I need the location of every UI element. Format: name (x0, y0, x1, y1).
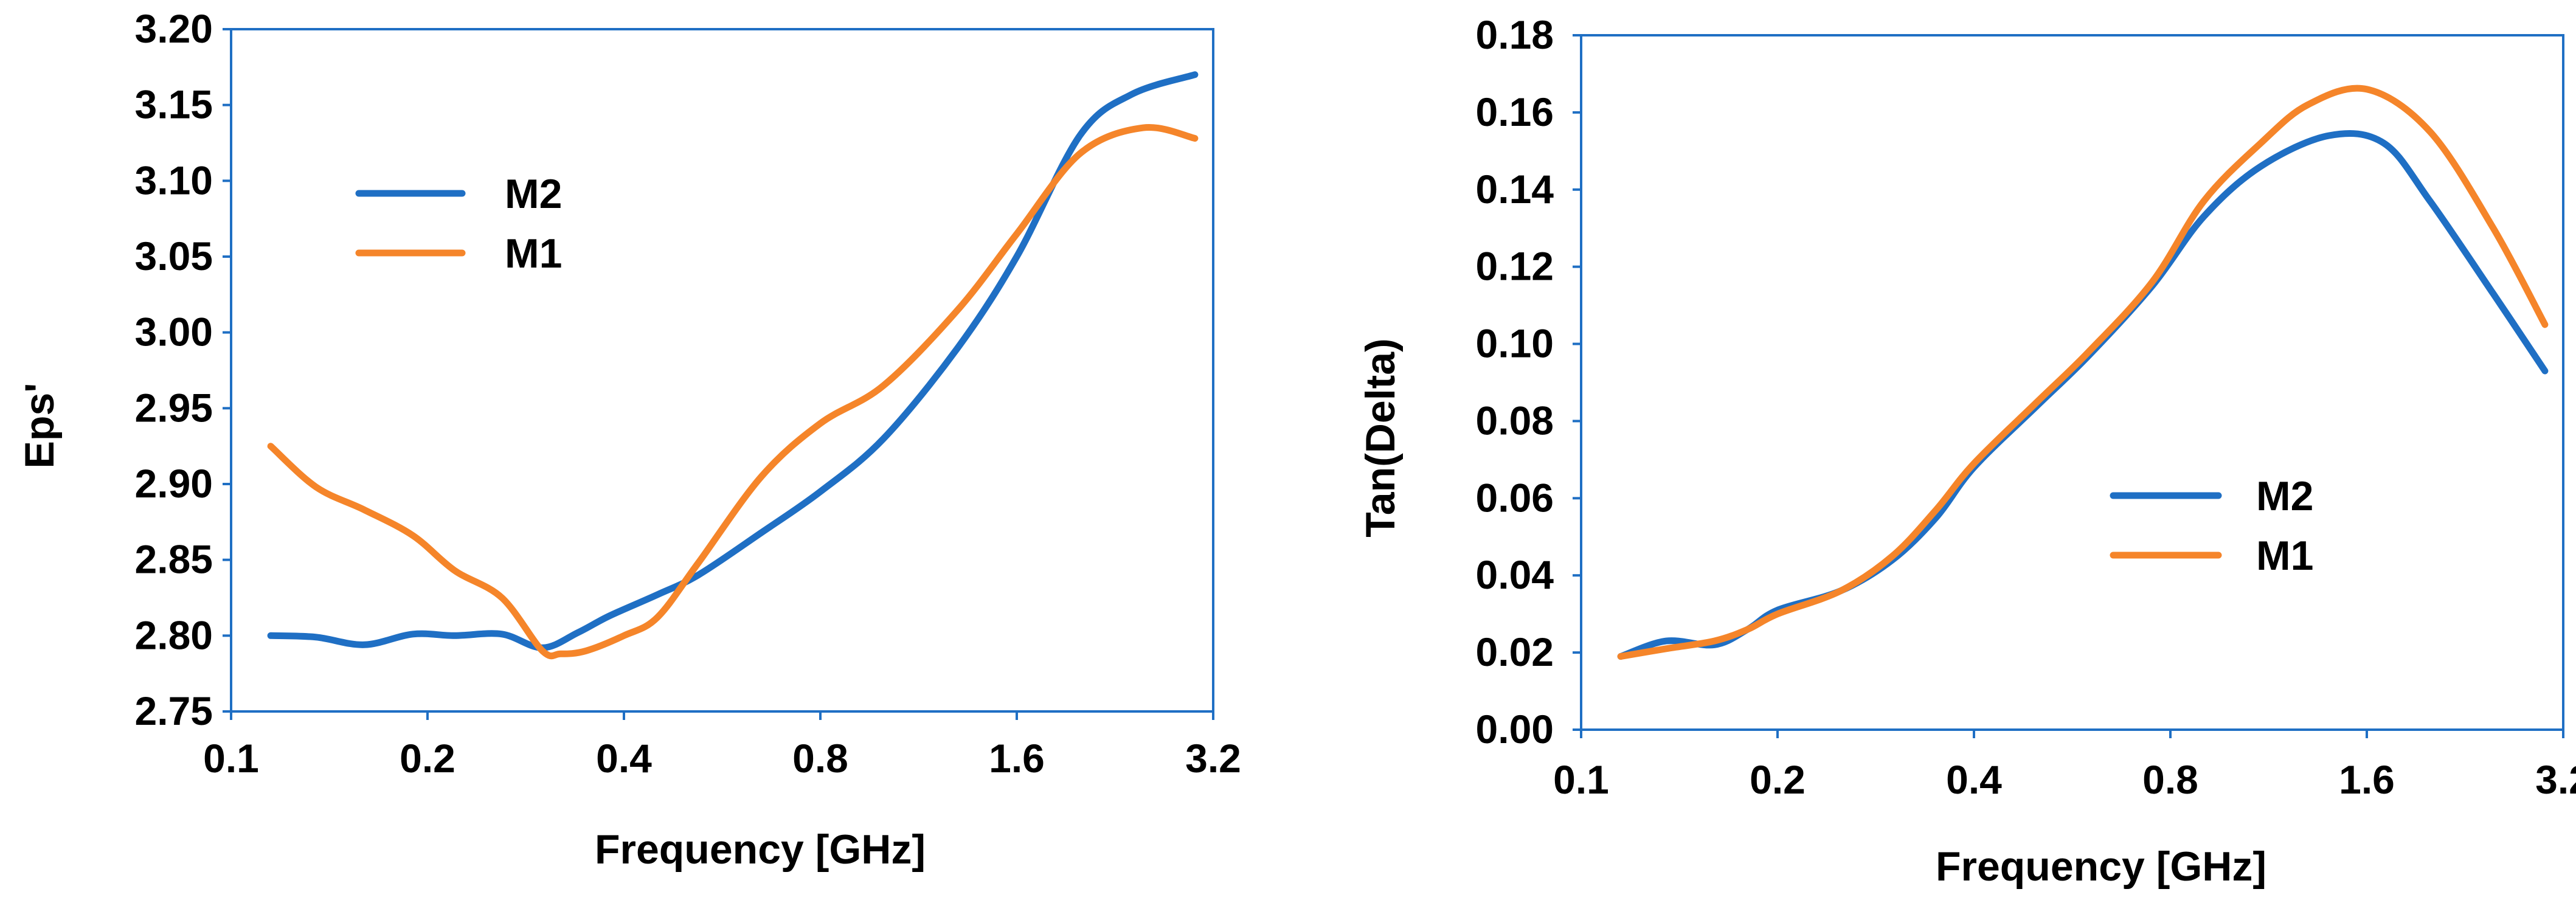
x-tick-label: 0.1 (1553, 757, 1609, 802)
x-tick-label: 1.6 (2339, 757, 2395, 802)
x-tick-label: 1.6 (989, 736, 1045, 781)
series-line-m2 (267, 71, 1199, 651)
y-tick-label: 3.15 (135, 82, 213, 127)
plot-frame (1580, 34, 2564, 731)
y-tick-label: 2.90 (135, 461, 213, 506)
x-axis-label: Frequency [GHz] (1936, 843, 2266, 890)
y-tick-label: 3.10 (135, 157, 213, 202)
y-tick-label: 0.04 (1476, 552, 1554, 597)
y-axis-label: Eps' (16, 383, 63, 469)
y-axis-label: Tan(Delta) (1357, 338, 1404, 537)
x-tick-label: 0.8 (2142, 757, 2198, 802)
legend-label-m1: M1 (2256, 533, 2313, 579)
x-tick-label: 0.2 (1750, 757, 1806, 802)
y-tick-label: 2.80 (135, 612, 213, 657)
legend-label-m2: M2 (2256, 473, 2313, 519)
y-tick-label: 3.20 (135, 6, 213, 51)
series-line-m2 (1617, 130, 2549, 660)
plot-frame (230, 28, 1214, 713)
series-line-m1 (1617, 85, 2549, 660)
y-tick-label: 0.08 (1476, 398, 1554, 443)
x-axis-label: Frequency [GHz] (595, 826, 926, 873)
y-tick-label: 0.12 (1476, 244, 1554, 289)
chart-1: 2.752.802.852.902.953.003.053.103.153.20… (16, 6, 1241, 873)
x-tick-label: 0.1 (203, 736, 259, 781)
y-tick-label: 0.16 (1476, 89, 1554, 134)
y-tick-label: 0.10 (1476, 321, 1554, 366)
x-tick-label: 0.8 (792, 736, 848, 781)
y-tick-label: 0.02 (1476, 629, 1554, 674)
x-tick-label: 3.2 (1185, 736, 1241, 781)
y-tick-label: 0.06 (1476, 475, 1554, 520)
y-tick-label: 3.00 (135, 310, 213, 355)
legend-label-m2: M2 (505, 171, 562, 217)
x-tick-label: 0.4 (1946, 757, 2002, 802)
x-tick-label: 3.2 (2535, 757, 2576, 802)
y-tick-label: 3.05 (135, 234, 213, 279)
legend-label-m1: M1 (505, 230, 562, 277)
y-tick-label: 0.18 (1476, 12, 1554, 57)
series-line-m1 (267, 123, 1199, 660)
y-tick-label: 0.14 (1476, 167, 1554, 212)
x-tick-label: 0.4 (596, 736, 652, 781)
chart-2: 0.00 0.02 0.04 0.06 0.08 0.10 0.12 0.14 0.16 0.18… (1357, 12, 2576, 890)
y-tick-label: 2.85 (135, 537, 213, 582)
y-tick-label: 0.00 (1476, 707, 1554, 752)
y-tick-label: 2.75 (135, 688, 213, 733)
x-tick-label: 0.2 (400, 736, 455, 781)
y-tick-label: 2.95 (135, 385, 213, 430)
